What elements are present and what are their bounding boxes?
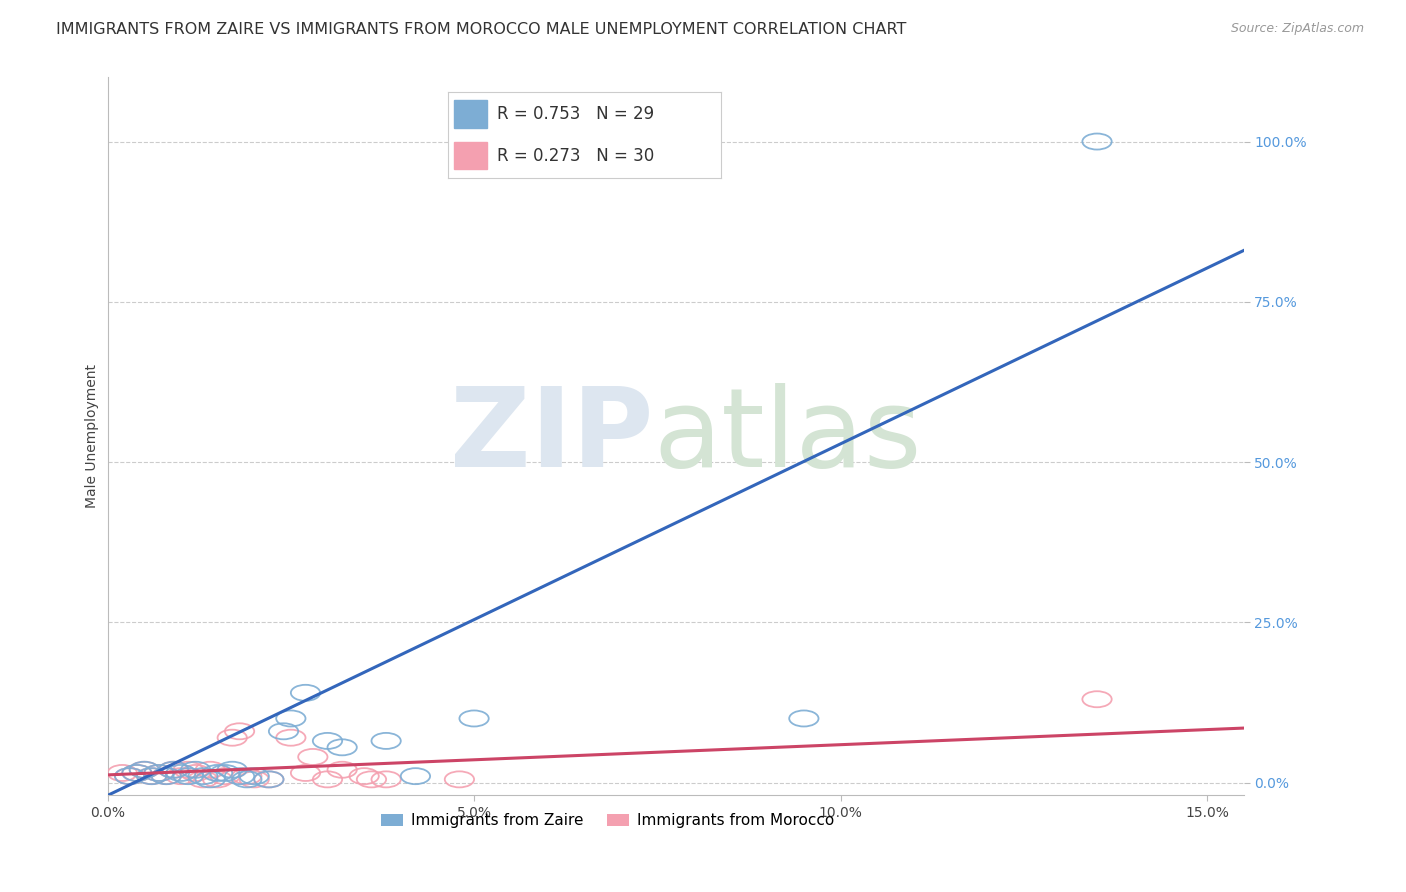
Text: ZIP: ZIP	[450, 383, 652, 490]
Legend: Immigrants from Zaire, Immigrants from Morocco: Immigrants from Zaire, Immigrants from M…	[374, 807, 841, 834]
Text: Source: ZipAtlas.com: Source: ZipAtlas.com	[1230, 22, 1364, 36]
Text: atlas: atlas	[652, 383, 921, 490]
Y-axis label: Male Unemployment: Male Unemployment	[86, 365, 100, 508]
Text: IMMIGRANTS FROM ZAIRE VS IMMIGRANTS FROM MOROCCO MALE UNEMPLOYMENT CORRELATION C: IMMIGRANTS FROM ZAIRE VS IMMIGRANTS FROM…	[56, 22, 907, 37]
